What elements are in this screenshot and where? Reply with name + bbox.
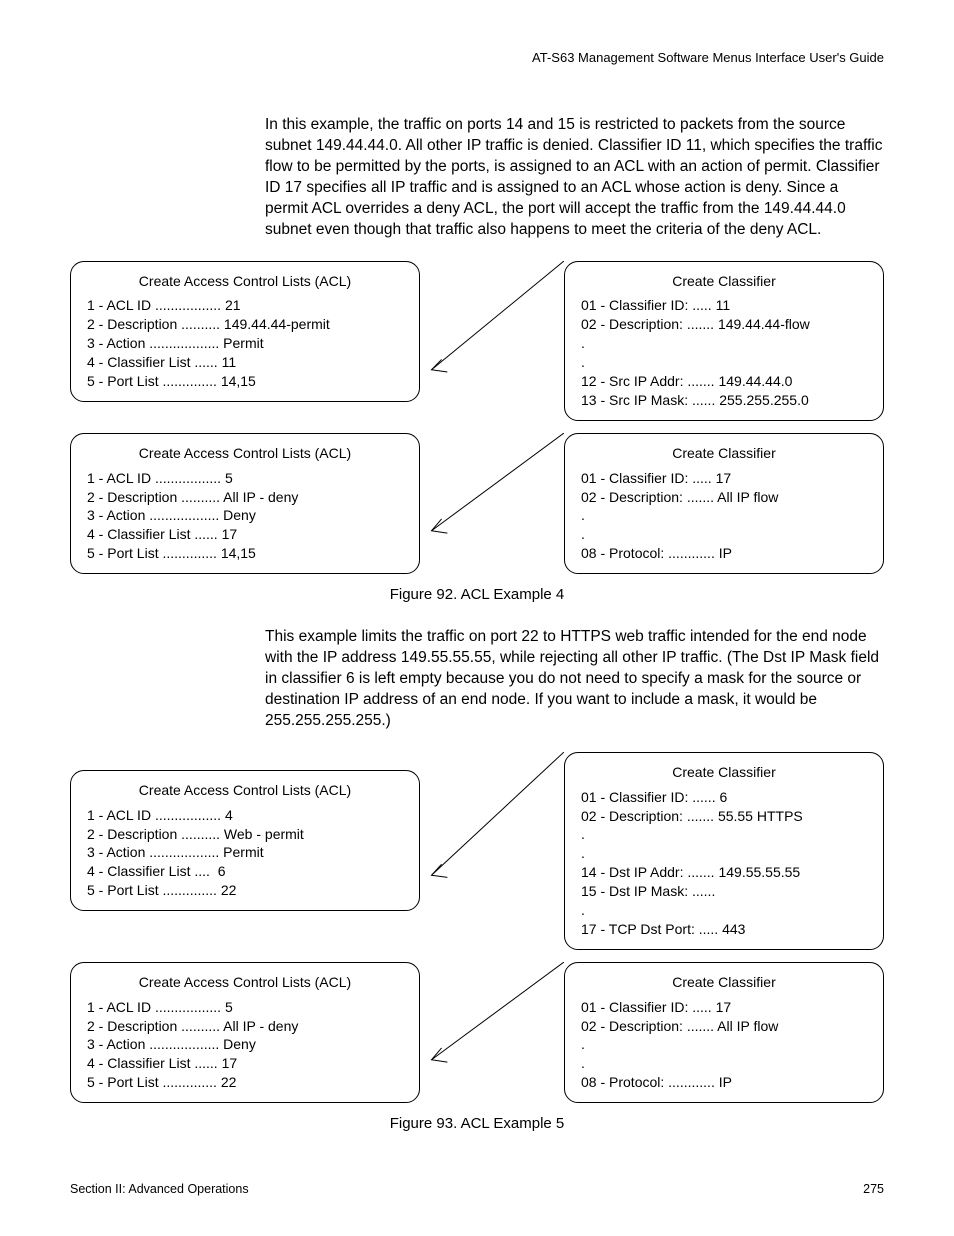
figure-93-caption: Figure 93. ACL Example 5 [70,1115,884,1132]
panel-body: 01 - Classifier ID: ...... 602 - Descrip… [581,788,867,939]
panel-line: 14 - Dst IP Addr: ....... 149.55.55.55 [581,863,867,882]
panel-title: Create Classifier [581,444,867,463]
panel-body: 1 - ACL ID ................. 42 - Descri… [87,806,403,900]
arrow [420,261,564,421]
panel-line: 01 - Classifier ID: ..... 11 [581,296,867,315]
panel-line: . [581,353,867,372]
panel-line: 1 - ACL ID ................. 5 [87,469,403,488]
panel-line: 02 - Description: ....... All IP flow [581,1017,867,1036]
panel-line: 08 - Protocol: ............ IP [581,1073,867,1092]
arrow [420,962,564,1103]
acl-panel: Create Access Control Lists (ACL) 1 - AC… [70,770,420,911]
panel-line: 02 - Description: ....... 149.44.44-flow [581,315,867,334]
page: AT-S63 Management Software Menus Interfa… [0,0,954,1236]
panel-line: 1 - ACL ID ................. 5 [87,998,403,1017]
paragraph-2: This example limits the traffic on port … [265,627,884,732]
panel-line: . [581,506,867,525]
panel-title: Create Classifier [581,272,867,291]
panel-line: 3 - Action .................. Permit [87,334,403,353]
panel-line: 02 - Description: ....... All IP flow [581,488,867,507]
panel-line: . [581,825,867,844]
paragraph-1: In this example, the traffic on ports 14… [265,115,884,241]
panel-body: 1 - ACL ID ................. 52 - Descri… [87,998,403,1092]
arrow [420,752,564,950]
acl-panel: Create Access Control Lists (ACL) 1 - AC… [70,261,420,402]
panel-line: 2 - Description .......... 149.44.44-per… [87,315,403,334]
panel-line: 3 - Action .................. Permit [87,843,403,862]
arrow [420,433,564,574]
panel-line: . [581,901,867,920]
panel-line: 01 - Classifier ID: ..... 17 [581,469,867,488]
panel-line: 2 - Description .......... Web - permit [87,825,403,844]
panel-title: Create Classifier [581,973,867,992]
panel-line: 4 - Classifier List .... 6 [87,862,403,881]
acl-panel: Create Access Control Lists (ACL) 1 - AC… [70,962,420,1103]
panel-line: 3 - Action .................. Deny [87,506,403,525]
panel-line: . [581,334,867,353]
panel-title: Create Access Control Lists (ACL) [87,272,403,291]
panel-line: . [581,1054,867,1073]
panel-line: 08 - Protocol: ............ IP [581,544,867,563]
panel-title: Create Access Control Lists (ACL) [87,973,403,992]
figure-92: Create Access Control Lists (ACL) 1 - AC… [70,261,884,604]
panel-line: 2 - Description .......... All IP - deny [87,488,403,507]
panel-body: 01 - Classifier ID: ..... 1702 - Descrip… [581,469,867,563]
figure-92-row-2: Create Access Control Lists (ACL) 1 - AC… [70,433,884,574]
panel-body: 1 - ACL ID ................. 212 - Descr… [87,296,403,390]
footer-right: 275 [863,1182,884,1196]
page-footer: Section II: Advanced Operations 275 [70,1182,884,1196]
panel-line: 4 - Classifier List ...... 17 [87,525,403,544]
panel-line: 3 - Action .................. Deny [87,1035,403,1054]
panel-line: 5 - Port List .............. 14,15 [87,372,403,391]
panel-line: 1 - ACL ID ................. 21 [87,296,403,315]
panel-line: 13 - Src IP Mask: ...... 255.255.255.0 [581,391,867,410]
page-header: AT-S63 Management Software Menus Interfa… [70,50,884,65]
panel-line: 01 - Classifier ID: ..... 17 [581,998,867,1017]
panel-line: 12 - Src IP Addr: ....... 149.44.44.0 [581,372,867,391]
panel-line: 17 - TCP Dst Port: ..... 443 [581,920,867,939]
panel-line: . [581,844,867,863]
acl-panel: Create Access Control Lists (ACL) 1 - AC… [70,433,420,574]
panel-body: 01 - Classifier ID: ..... 1702 - Descrip… [581,998,867,1092]
classifier-panel: Create Classifier 01 - Classifier ID: ..… [564,962,884,1103]
figure-93-row-1: Create Access Control Lists (ACL) 1 - AC… [70,752,884,950]
classifier-panel: Create Classifier 01 - Classifier ID: ..… [564,752,884,950]
panel-line: . [581,525,867,544]
classifier-panel: Create Classifier 01 - Classifier ID: ..… [564,261,884,421]
panel-line: 4 - Classifier List ...... 11 [87,353,403,372]
panel-line: 2 - Description .......... All IP - deny [87,1017,403,1036]
panel-line: 01 - Classifier ID: ...... 6 [581,788,867,807]
footer-left: Section II: Advanced Operations [70,1182,249,1196]
figure-92-row-1: Create Access Control Lists (ACL) 1 - AC… [70,261,884,421]
panel-line: 1 - ACL ID ................. 4 [87,806,403,825]
panel-line: 5 - Port List .............. 22 [87,1073,403,1092]
figure-92-caption: Figure 92. ACL Example 4 [70,586,884,603]
figure-93: Create Access Control Lists (ACL) 1 - AC… [70,752,884,1132]
panel-line: . [581,1035,867,1054]
classifier-panel: Create Classifier 01 - Classifier ID: ..… [564,433,884,574]
figure-93-row-2: Create Access Control Lists (ACL) 1 - AC… [70,962,884,1103]
panel-body: 1 - ACL ID ................. 52 - Descri… [87,469,403,563]
panel-line: 4 - Classifier List ...... 17 [87,1054,403,1073]
panel-body: 01 - Classifier ID: ..... 1102 - Descrip… [581,296,867,409]
panel-line: 02 - Description: ....... 55.55 HTTPS [581,807,867,826]
panel-title: Create Access Control Lists (ACL) [87,781,403,800]
panel-line: 5 - Port List .............. 14,15 [87,544,403,563]
panel-line: 15 - Dst IP Mask: ...... [581,882,867,901]
panel-title: Create Access Control Lists (ACL) [87,444,403,463]
panel-title: Create Classifier [581,763,867,782]
panel-line: 5 - Port List .............. 22 [87,881,403,900]
